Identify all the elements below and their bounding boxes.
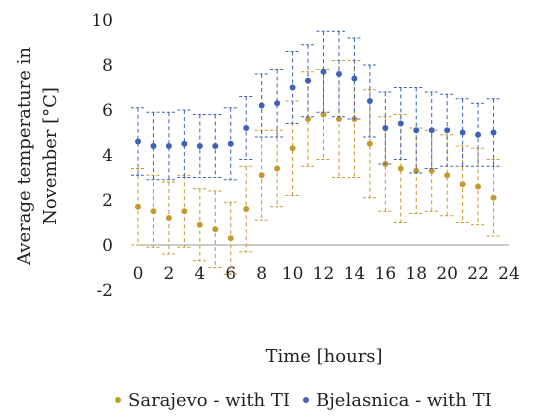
data-point: [397, 165, 404, 172]
data-point: [289, 145, 296, 152]
data-point: [305, 116, 312, 122]
series-sarajevo: [131, 60, 501, 275]
y-tick-label: 2: [102, 191, 113, 211]
data-point: [135, 203, 141, 210]
x-tick-label: 16: [375, 264, 397, 284]
data-point: [274, 165, 281, 172]
y-tick-label: 10: [91, 11, 113, 31]
legend: Sarajevo - with TI Bjelasnica - with TI: [115, 390, 492, 411]
data-point: [444, 127, 451, 134]
x-axis-ticks: 024681012141618202224: [133, 264, 520, 284]
x-tick-label: 18: [405, 264, 427, 284]
x-tick-label: 12: [313, 264, 335, 284]
x-tick-label: 14: [344, 264, 366, 284]
y-axis-ticks: -2 0 2 4 6 8 10: [91, 11, 113, 301]
x-tick-label: 20: [436, 264, 458, 284]
data-point: [150, 208, 157, 215]
data-point: [475, 131, 482, 138]
data-point: [181, 208, 188, 215]
legend-marker-bjelasnica: [303, 397, 309, 403]
data-point: [413, 127, 420, 134]
data-point: [413, 167, 420, 174]
legend-label-sarajevo: Sarajevo - with TI: [128, 390, 290, 411]
legend-marker-sarajevo: [115, 397, 121, 403]
data-point: [274, 100, 281, 107]
data-point: [227, 235, 234, 242]
series-layer: [131, 30, 501, 275]
legend-label-bjelasnica: Bjelasnica - with TI: [316, 390, 492, 411]
data-point: [335, 71, 342, 77]
y-tick-label: 0: [102, 236, 113, 256]
y-tick-label: 4: [102, 146, 113, 166]
x-axis-title: Time [hours]: [265, 346, 382, 367]
data-point: [258, 102, 265, 109]
data-point: [366, 140, 373, 147]
x-tick-label: 4: [194, 264, 205, 284]
data-point: [212, 143, 219, 149]
data-point: [444, 172, 451, 179]
data-point: [397, 120, 404, 127]
data-point: [150, 143, 157, 149]
data-point: [428, 167, 435, 174]
data-point: [305, 77, 312, 84]
data-point: [382, 125, 389, 131]
y-tick-label: 6: [102, 101, 113, 121]
data-point: [243, 206, 250, 212]
data-point: [243, 125, 250, 131]
y-tick-label: -2: [96, 281, 113, 301]
data-point: [490, 129, 497, 136]
y-axis-title-line-2: November [°C]: [40, 87, 61, 225]
data-point: [165, 215, 172, 221]
data-point: [490, 194, 497, 201]
y-tick-label: 8: [102, 56, 113, 76]
x-tick-label: 22: [467, 264, 489, 284]
data-point: [366, 98, 373, 104]
x-tick-label: 0: [133, 264, 144, 284]
data-point: [459, 129, 466, 136]
data-point: [428, 127, 435, 134]
x-tick-label: 2: [164, 264, 175, 284]
data-point: [320, 68, 327, 75]
data-point: [165, 143, 172, 149]
series-bjelasnica: [131, 30, 501, 181]
data-point: [227, 140, 234, 147]
data-point: [212, 226, 219, 233]
data-point: [181, 140, 188, 147]
data-point: [335, 116, 342, 122]
data-point: [196, 143, 203, 149]
x-tick-label: 8: [256, 264, 267, 284]
y-axis-title-line-1: Average temperature in: [14, 47, 35, 266]
data-point: [135, 138, 141, 145]
data-point: [289, 84, 296, 91]
data-point: [196, 221, 203, 228]
data-point: [320, 111, 327, 118]
x-tick-label: 10: [282, 264, 304, 284]
x-tick-label: 24: [498, 264, 520, 284]
data-point: [258, 172, 265, 179]
data-point: [475, 183, 482, 190]
data-point: [351, 75, 358, 82]
data-point: [459, 181, 466, 188]
